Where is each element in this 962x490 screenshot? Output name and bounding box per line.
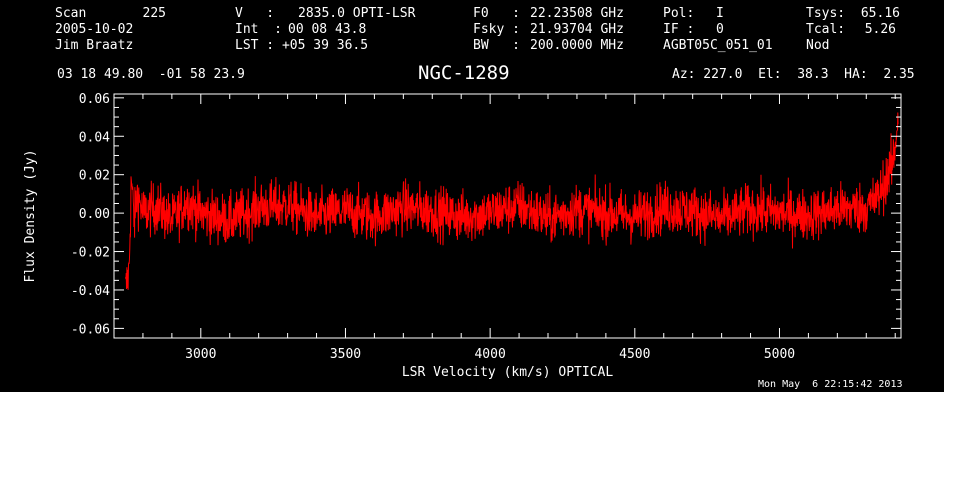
f0-value: 22.23508 GHz [530, 6, 624, 21]
fsky-label: Fsky : [473, 22, 520, 37]
observing-mode: Nod [806, 38, 830, 53]
project-id: AGBT05C_051_01 [663, 38, 773, 53]
tcal-value: 5.26 [864, 22, 896, 37]
bw-label: BW : [473, 38, 520, 53]
y-axis: -0.06 -0.04 -0.02 0.00 0.02 0.04 0.06 [71, 92, 901, 339]
y-tick-label: 0.04 [79, 130, 110, 145]
y-axis-label: Flux Density (Jy) [23, 149, 38, 282]
az-el-ha: Az: 227.0 El: 38.3 HA: 2.35 [672, 67, 915, 82]
x-axis-label: LSR Velocity (km/s) OPTICAL [402, 365, 613, 380]
x-tick-label: 3000 [185, 347, 216, 362]
bw-value: 200.0000 MHz [530, 38, 624, 53]
y-tick-label: 0.06 [79, 92, 110, 107]
tsys-label: Tsys: [806, 6, 846, 21]
observer-name: Jim Braatz [55, 38, 134, 53]
spectrum-trace [125, 112, 899, 290]
trace-layer [125, 112, 899, 290]
y-tick-label: -0.02 [71, 246, 110, 261]
y-tick-label: -0.06 [71, 322, 110, 337]
x-tick-label: 5000 [764, 347, 795, 362]
y-tick-label: -0.04 [71, 284, 110, 299]
velocity-value: 2835.0 OPTI-LSR [298, 6, 416, 21]
if-value: 0 [716, 22, 724, 37]
y-tick-label: 0.00 [79, 207, 110, 222]
timestamp: Mon May 6 22:15:42 2013 [758, 379, 903, 390]
x-tick-label: 4000 [474, 347, 505, 362]
tsys-value: 65.16 [860, 6, 900, 21]
f0-label: F0 : [473, 6, 520, 21]
scan-number: 225 [142, 6, 166, 21]
observation-date: 2005-10-02 [55, 22, 134, 37]
plot-frame [113, 93, 902, 339]
int-value: 00 08 43.8 [288, 22, 367, 37]
pol-label: Pol: [663, 6, 695, 21]
x-axis: 3000 3500 4000 4500 5000 [113, 94, 896, 362]
y-tick-label: 0.02 [79, 169, 110, 184]
pol-value: I [716, 6, 724, 21]
x-tick-label: 3500 [330, 347, 361, 362]
velocity-label: V : [235, 6, 275, 21]
tcal-label: Tcal: [806, 22, 846, 37]
int-label: Int : [235, 22, 282, 37]
plot-panel: Scan 225 2005-10-02 Jim Braatz V : 2835.… [0, 0, 944, 392]
source-coordinates: 03 18 49.80 -01 58 23.9 [57, 67, 245, 82]
if-label: IF : [663, 22, 695, 37]
lst-value: LST : +05 39 36.5 [235, 38, 369, 53]
fsky-value: 21.93704 GHz [530, 22, 624, 37]
x-tick-label: 4500 [619, 347, 650, 362]
spectrum-chart: 3000 3500 4000 4500 5000 -0.06 -0.04 -0.02 0.00… [23, 92, 902, 380]
source-name: NGC-1289 [418, 62, 510, 84]
scan-label: Scan [55, 6, 87, 21]
